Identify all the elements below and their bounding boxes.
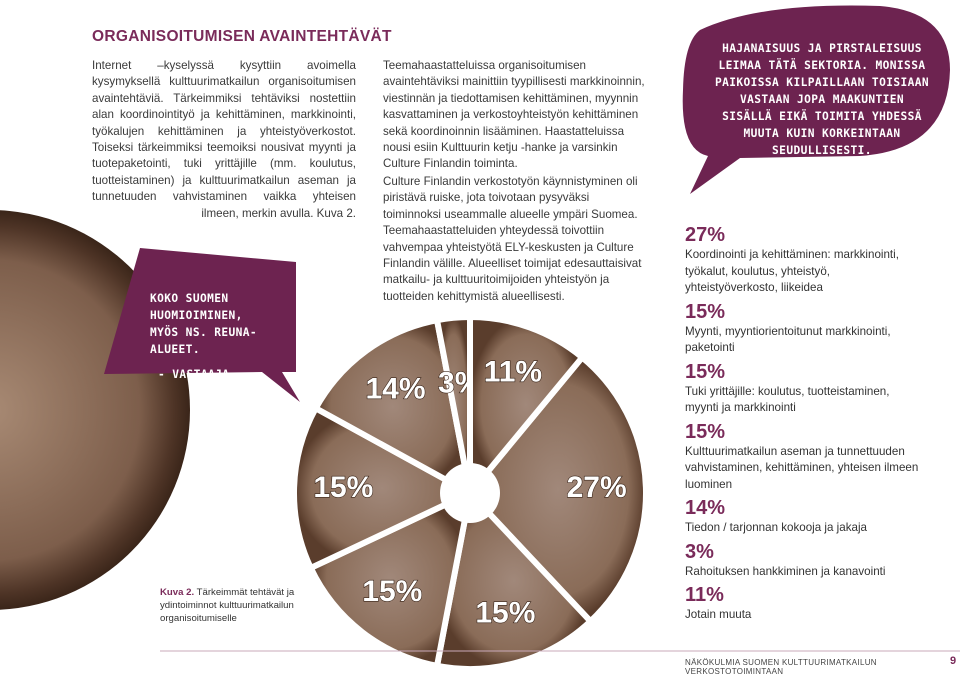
legend-percent: 15% (685, 360, 726, 383)
caption: Kuva 2. Tärkeimmät tehtävät ja ydintoimi… (160, 586, 310, 625)
quote-text: KOKO SUOMEN HUOMIOIMINEN, MYÖS NS. REUNA… (150, 292, 258, 356)
paragraph: Internet –kyselyssä kysyttiin avoimella … (92, 59, 356, 220)
title: ORGANISOITUMISEN AVAINTEHTÄVÄT (92, 28, 392, 45)
slice-label: 14% (365, 372, 425, 405)
legend-item: 27% Koordinointi ja kehittäminen: markkin… (685, 224, 925, 297)
slice-label: 27% (567, 471, 627, 504)
pie-slice (307, 490, 473, 669)
legend-label: Rahoituksen hankkiminen ja kanavointi (685, 564, 886, 578)
pie-chart: 27%15%15%15%14% 3% 11% (291, 314, 649, 672)
paragraph: Culture Finlandin verkostotyön käynnisty… (383, 175, 642, 303)
caption-label: Kuva 2. (160, 587, 195, 598)
legend-percent: 11% (685, 584, 724, 606)
pie-slice (434, 490, 594, 672)
pie-slice (467, 354, 649, 625)
pie-slice (467, 314, 586, 496)
legend-item: 15% Kulttuurimatkailun aseman ja tunnettu… (685, 421, 925, 494)
legend-item: 15% Tuki yrittäjille: koulutus, tuotteist… (685, 361, 925, 417)
legend-percent: 27% (685, 224, 726, 246)
slice-label: 11% (484, 356, 542, 389)
legend-label: Koordinointi ja kehittäminen: markkinoin… (685, 248, 899, 294)
quote-source: - VASTAAJA (786, 167, 858, 180)
legend-percent: 14% (685, 497, 726, 519)
legend-label: Jotain muuta (685, 608, 752, 621)
legend-label: Kulttuurimatkailun aseman ja tunnettuude… (685, 444, 919, 491)
pie-slice (291, 405, 473, 571)
legend-item: 11% Jotain muuta (685, 584, 925, 624)
slice-label: 15% (362, 575, 422, 608)
legend-percent: 15% (685, 420, 726, 443)
quote-source: - VASTAAJA (158, 368, 230, 381)
quote-bubble-left (104, 248, 300, 402)
legend-percent: 3% (685, 540, 714, 563)
quote: HAJANAISUUS JA PIRSTALEISUUS LEIMAA TÄTÄ… (712, 40, 932, 182)
pie-hole (440, 463, 500, 523)
legend-label: Tiedon / tarjonnan kokooja ja jakaja (685, 521, 867, 534)
quote-bubble-right (682, 5, 950, 194)
quote-text: HAJANAISUUS JA PIRSTALEISUUS LEIMAA TÄTÄ… (714, 42, 930, 157)
legend-label: Tuki yrittäjille: koulutus, tuotteistami… (685, 384, 890, 415)
legend-label: Myynti, myyntiorientoitunut markkinointi… (685, 324, 891, 355)
legend-item: 15% Myynti, myyntiorientoitunut markkinoi… (685, 301, 925, 357)
pie-slice (312, 317, 473, 496)
slice-label: 15% (313, 471, 373, 504)
legend: 27% Koordinointi ja kehittäminen: markkin… (685, 224, 925, 628)
footer: NÄKÖKULMIA SUOMEN KULTTUURIMATKAILUN VER… (685, 658, 877, 676)
legend-percent: 15% (685, 300, 726, 323)
legend-item: 14% Tiedon / tarjonnan kokooja ja jakaja (685, 497, 925, 537)
quote: KOKO SUOMEN HUOMIOIMINEN, MYÖS NS. REUNA… (150, 290, 270, 383)
legend-item: 3% Rahoituksen hankkiminen ja kanavointi (685, 541, 925, 581)
paragraph: Teemahaastatteluissa organisoitumisen av… (383, 59, 645, 171)
page-number: 9 (950, 655, 957, 667)
slice-label: 15% (475, 597, 535, 630)
caption-text: Tärkeimmät tehtävät ja ydintoiminnot kul… (160, 587, 295, 624)
